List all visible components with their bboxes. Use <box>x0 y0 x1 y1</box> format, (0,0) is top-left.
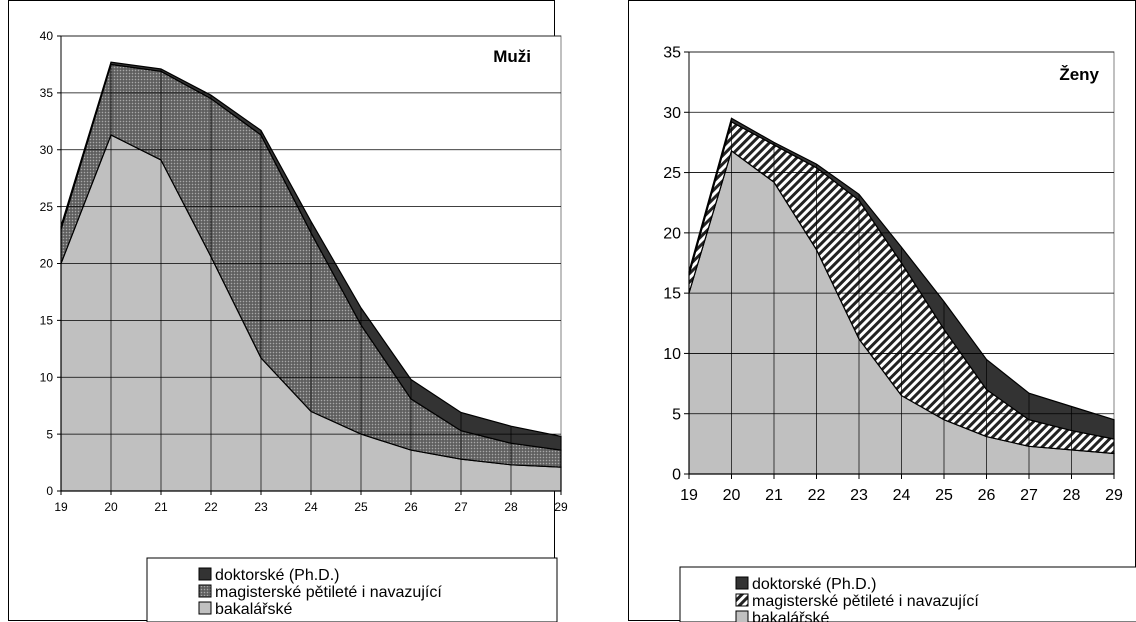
y-tick-label: 15 <box>40 314 54 328</box>
y-tick-label: 10 <box>40 370 54 384</box>
x-tick-label: 24 <box>893 487 911 504</box>
legend-swatch-bachelor <box>198 601 212 615</box>
y-tick-label: 5 <box>46 427 53 441</box>
x-tick-label: 25 <box>354 500 368 514</box>
x-tick-label: 23 <box>850 487 868 504</box>
x-tick-label: 21 <box>765 487 783 504</box>
x-tick-label: 23 <box>254 500 268 514</box>
chart-title: Muži <box>493 47 531 66</box>
x-tick-label: 25 <box>935 487 953 504</box>
y-tick-label: 0 <box>672 467 681 484</box>
x-tick-label: 22 <box>204 500 218 514</box>
y-tick-label: 0 <box>46 484 53 498</box>
x-tick-label: 20 <box>723 487 741 504</box>
y-tick-label: 20 <box>663 225 681 242</box>
x-tick-label: 29 <box>1105 487 1123 504</box>
x-tick-label: 22 <box>808 487 826 504</box>
x-tick-label: 20 <box>104 500 118 514</box>
legend-label-bachelor: bakalářské <box>215 601 292 618</box>
x-tick-label: 28 <box>504 500 518 514</box>
x-tick-label: 19 <box>54 500 68 514</box>
x-tick-label: 27 <box>1020 487 1038 504</box>
y-tick-label: 35 <box>40 86 54 100</box>
x-tick-label: 29 <box>554 500 568 514</box>
legend-swatch-master <box>735 593 749 607</box>
legend-label-master: magisterské pětileté i navazující <box>215 584 442 601</box>
x-tick-label: 27 <box>454 500 468 514</box>
y-tick-label: 25 <box>663 165 681 182</box>
legend-swatch-doctoral <box>198 567 212 581</box>
legend-box <box>146 557 558 622</box>
legend-box <box>679 566 1136 622</box>
legend-swatch-bachelor <box>735 610 749 622</box>
x-tick-label: 26 <box>404 500 418 514</box>
chart-title: Ženy <box>1059 65 1099 84</box>
legend-label-doctoral: doktorské (Ph.D.) <box>215 567 339 584</box>
y-tick-label: 40 <box>40 29 54 43</box>
legend-label-doctoral: doktorské (Ph.D.) <box>752 576 876 593</box>
chart-panel-women: 0 5 10 15 20 25 30 35 19 20 21 22 23 24 25 26 27 28 29 Ženy… <box>628 0 1136 622</box>
legend: doktorské (Ph.D.)magisterské pětileté i … <box>146 557 558 622</box>
x-tick-label: 26 <box>978 487 996 504</box>
legend-label-master: magisterské pětileté i navazující <box>752 593 979 610</box>
x-tick-label: 21 <box>154 500 168 514</box>
x-tick-label: 19 <box>680 487 698 504</box>
legend: doktorské (Ph.D.)magisterské pětileté i … <box>679 566 1136 622</box>
y-tick-label: 15 <box>663 286 681 303</box>
x-tick-label: 24 <box>304 500 318 514</box>
y-tick-label: 30 <box>40 143 54 157</box>
legend-swatch-master <box>198 584 212 598</box>
y-tick-label: 35 <box>663 45 681 62</box>
y-tick-label: 10 <box>663 346 681 363</box>
legend-swatch-doctoral <box>735 576 749 590</box>
y-tick-label: 5 <box>672 406 681 423</box>
x-tick-label: 28 <box>1063 487 1081 504</box>
y-tick-label: 20 <box>40 257 54 271</box>
chart-men: 0 5 10 15 20 25 30 35 40 19 20 21 22 23 24 25 26 27 28 29 Mu… <box>40 29 568 622</box>
chart-panel-men: 0 5 10 15 20 25 30 35 40 19 20 21 22 23 24 25 26 27 28 29 Mu… <box>8 0 568 622</box>
chart-women: 0 5 10 15 20 25 30 35 19 20 21 22 23 24 25 26 27 28 29 Ženy… <box>663 45 1136 622</box>
y-tick-label: 25 <box>40 200 54 214</box>
legend-label-bachelor: bakalářské <box>752 610 829 622</box>
y-tick-label: 30 <box>663 105 681 122</box>
area-doctoral <box>60 61 562 451</box>
